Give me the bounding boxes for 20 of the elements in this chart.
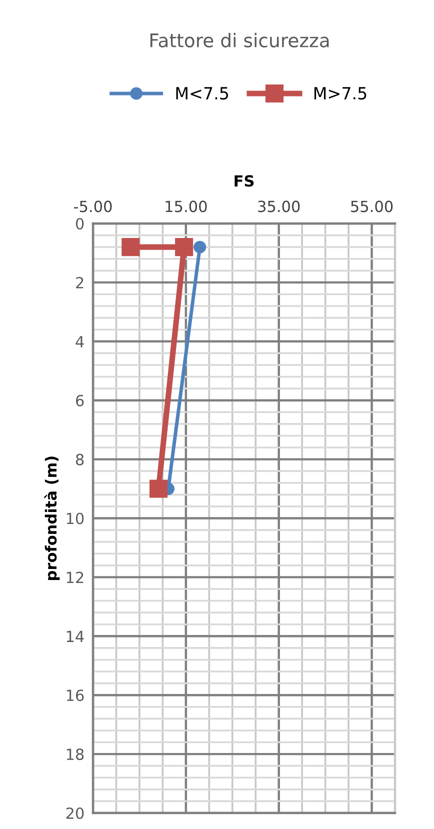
x-tick-label: -5.00 bbox=[74, 200, 112, 212]
x-tick-label: 15.00 bbox=[166, 200, 207, 212]
y-tick-label: 12 bbox=[66, 572, 84, 584]
chart-title: Fattore di sicurezza bbox=[150, 32, 329, 48]
x-tick-label: 35.00 bbox=[258, 200, 300, 212]
y-tick-label: 0 bbox=[76, 218, 84, 230]
y-tick-label: 6 bbox=[76, 394, 84, 406]
y-tick-label: 4 bbox=[76, 336, 84, 348]
legend-label: M>7.5 bbox=[314, 87, 366, 100]
y-tick-label: 16 bbox=[66, 690, 84, 702]
y-axis-title: profondità (m) bbox=[44, 456, 60, 580]
y-tick-label: 18 bbox=[66, 748, 84, 760]
legend-label: M<7.5 bbox=[176, 87, 228, 100]
y-tick-label: 8 bbox=[76, 454, 84, 466]
x-axis-title: FS bbox=[234, 175, 254, 187]
x-tick-label: 55.00 bbox=[351, 200, 393, 212]
y-tick-label: 20 bbox=[66, 807, 84, 820]
y-tick-label: 10 bbox=[66, 512, 84, 524]
y-tick-label: 2 bbox=[76, 276, 84, 288]
y-tick-label: 14 bbox=[66, 630, 84, 642]
